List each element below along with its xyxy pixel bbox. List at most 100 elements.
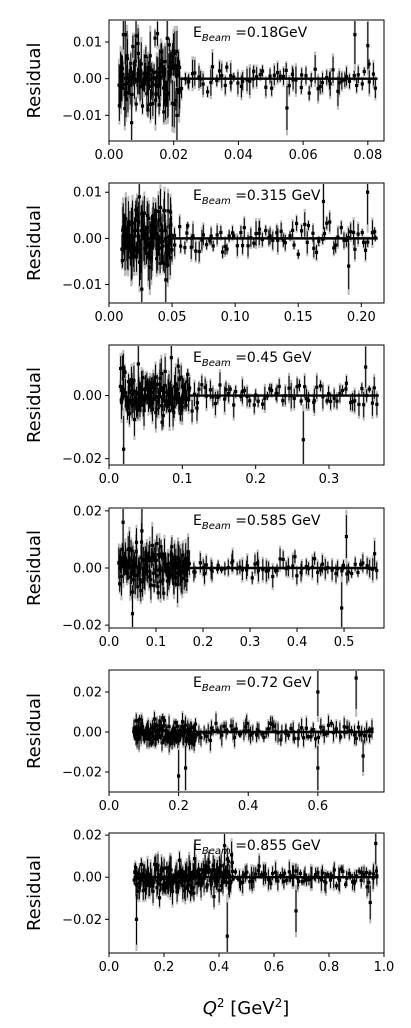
data-point [271, 238, 275, 243]
data-point [159, 725, 163, 729]
data-point [167, 409, 172, 413]
data-point [130, 612, 135, 616]
data-point [303, 385, 307, 389]
data-point [201, 870, 205, 874]
data-point [230, 853, 234, 857]
data-point [216, 870, 220, 874]
annotation-value: =0.585 GeV [231, 513, 321, 529]
data-point [236, 81, 240, 85]
data-point [200, 238, 204, 242]
data-point [139, 403, 143, 407]
data-point [216, 563, 220, 567]
panel-2: 0.00 0.05 0.10 0.15 0.20 −0.01 0.00 0.01 Residua… [24, 182, 385, 325]
data-point [150, 543, 154, 548]
data-point [294, 869, 298, 873]
data-point [353, 562, 357, 566]
data-point [344, 882, 348, 887]
data-point [144, 232, 148, 236]
data-point [304, 564, 308, 569]
data-point [260, 69, 265, 73]
data-point [301, 438, 305, 442]
x-tick-label: 0.1 [172, 472, 193, 487]
data-point [184, 870, 188, 874]
data-point [174, 730, 178, 734]
data-point [354, 676, 358, 680]
data-point [348, 874, 352, 878]
data-point [162, 866, 166, 870]
data-point [152, 726, 156, 730]
data-point [161, 729, 165, 733]
data-point [127, 412, 132, 416]
data-point [181, 884, 185, 888]
data-point [190, 885, 194, 890]
data-point [141, 558, 146, 562]
data-point [127, 546, 132, 551]
data-point [165, 404, 169, 408]
data-point [159, 867, 164, 871]
x-tick-label: 0.2 [154, 960, 175, 975]
data-point [360, 870, 364, 875]
data-point [181, 397, 185, 401]
data-point [167, 240, 171, 244]
data-point [147, 216, 151, 221]
data-point [138, 257, 142, 262]
data-point [133, 218, 138, 222]
data-point [227, 391, 231, 396]
data-point [222, 724, 226, 728]
data-point [151, 555, 155, 559]
data-point [138, 85, 142, 89]
data-point [283, 871, 287, 875]
data-point [142, 574, 146, 578]
x-tick-label: 0.00 [95, 148, 124, 163]
data-point [152, 875, 156, 879]
data-point [177, 65, 182, 70]
data-point [350, 400, 355, 404]
data-point [251, 77, 255, 81]
data-point [306, 398, 311, 403]
data-point [291, 730, 295, 734]
data-point [317, 875, 321, 880]
data-point [130, 571, 134, 575]
y-tick-label: −0.02 [62, 452, 102, 467]
data-point [350, 571, 354, 576]
data-point [125, 406, 130, 410]
data-point [156, 209, 160, 213]
data-point [159, 228, 163, 232]
data-point [121, 520, 125, 524]
data-point [134, 865, 138, 870]
data-point [214, 881, 218, 885]
data-point [334, 884, 339, 888]
data-point [327, 392, 331, 396]
data-point [206, 730, 210, 735]
data-point [132, 389, 136, 393]
data-point [335, 399, 339, 403]
data-point [137, 885, 141, 890]
data-point [118, 566, 122, 570]
data-point [156, 75, 160, 79]
data-point [373, 230, 377, 234]
data-point [216, 728, 220, 732]
data-point [352, 879, 357, 883]
data-point [207, 868, 212, 872]
axes-frame [108, 832, 385, 954]
data-point [356, 232, 360, 236]
data-point [152, 735, 156, 739]
data-point [326, 872, 330, 877]
data-point [190, 409, 194, 413]
data-points [117, 21, 377, 140]
data-point [198, 561, 202, 565]
data-point [122, 447, 126, 451]
data-point [126, 220, 131, 225]
data-point [197, 387, 201, 391]
data-points [120, 184, 377, 302]
data-point [181, 559, 185, 564]
data-point [123, 106, 127, 111]
data-point [329, 399, 333, 404]
data-point [180, 405, 184, 409]
axes-frame [108, 19, 385, 142]
data-point [304, 74, 308, 78]
data-point [287, 84, 291, 88]
data-point [190, 72, 195, 76]
axes-frame [108, 344, 385, 466]
data-point [126, 380, 131, 384]
